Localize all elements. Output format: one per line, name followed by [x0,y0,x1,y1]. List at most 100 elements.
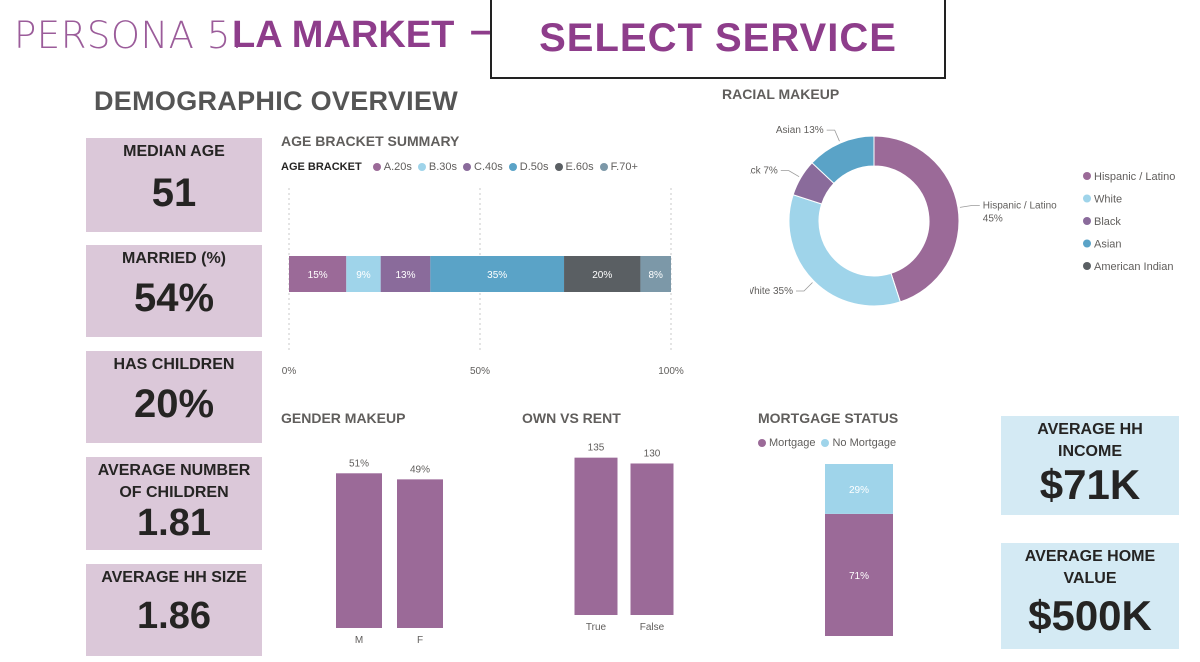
leader-line [826,129,840,142]
leader-line [959,205,980,208]
donut-data-label: Asian 13% [776,125,824,136]
legend-label: E.60s [565,161,594,173]
donut-data-label: Hispanic / Latino [983,201,1057,212]
kpi-value: 20% [133,382,215,426]
age-bar-segment [289,256,347,292]
age-bar-label: 15% [308,270,328,281]
mortgage-chart-title: MORTGAGE STATUS [758,410,899,426]
own-chart-title: OWN VS RENT [522,410,621,426]
legend-label: Mortgage [769,437,816,449]
kpi-label: MEDIAN AGE [123,143,225,160]
racial-makeup-chart: Hispanic / Latino 45% White 35% Black 7% Asi… [750,125,1175,307]
x-tick-label: M [355,635,363,646]
legend-item-d-50s: D.50s [508,161,549,173]
mortgage-status-chart: 71% 29% [825,464,893,636]
kpi-value: $71K [1039,461,1141,508]
x-tick-label: True [586,622,607,633]
donut-slice [788,194,901,307]
legend-dot [417,163,426,172]
kpi-card-married: MARRIED (%) 54% [86,245,262,337]
gender-chart-title: GENDER MAKEUP [281,410,406,426]
kpi-label: AVERAGE NUMBER OF CHILDREN [97,462,251,501]
kpi-value: 51 [151,171,197,215]
legend-dot [463,163,472,172]
kpi-label: HAS CHILDREN [113,356,235,373]
kpi-label: AVERAGE HH INCOME [1037,421,1143,460]
legend-label: C.40s [474,161,503,173]
age-bar-segment [564,256,641,292]
bar-data-label: 130 [644,448,661,459]
mortgage-bar-label: 71% [849,571,869,582]
legend-title: AGE BRACKET [281,161,362,173]
legend-dot [1083,217,1091,225]
legend-dot [1083,172,1091,180]
age-bar-segment [346,256,381,292]
legend-dot [1083,262,1091,270]
kpi-card-median-age: MEDIAN AGE 51 [86,138,262,232]
legend-dot [599,163,608,172]
legend-label: A.20s [383,161,412,173]
kpi-card-avg-hh-size: AVERAGE HH SIZE 1.86 [86,564,262,656]
legend-label: D.50s [519,161,549,173]
legend-label: No Mortgage [832,437,897,449]
title-dash: – [470,10,492,52]
legend-label: Hispanic / Latino [1094,171,1175,183]
donut-slice [873,135,960,303]
mortgage-bar-segment [825,513,893,636]
age-bar-segment [430,256,565,292]
legend-label: B.30s [428,161,458,173]
age-chart-title: AGE BRACKET SUMMARY [281,133,460,149]
legend-label: F.70+ [610,161,638,173]
bar [574,457,618,615]
kpi-value: $500K [1028,592,1152,639]
legend-item-b-30s: B.30s [417,161,458,173]
donut-data-label-pct: 45% [983,214,1003,225]
donut-data-label: Black 7% [750,166,778,177]
legend-dot [508,163,517,172]
mortgage-bar-segment [825,464,893,514]
mortgage-bar-label: 29% [849,485,869,496]
kpi-label: AVERAGE HH SIZE [101,569,247,586]
legend-label: American Indian [1094,261,1174,273]
page-title: DEMOGRAPHIC OVERVIEW [94,86,459,116]
legend-item-no-mortgage: No Mortgage [821,437,896,449]
mortgage-chart-legend: Mortgage No Mortgage [758,437,902,449]
donut-slice [811,135,875,185]
age-bar-label: 13% [396,270,416,281]
kpi-label: MARRIED (%) [122,250,226,267]
select-service-button[interactable]: SELECT SERVICE [490,0,946,79]
age-bracket-chart: 0% 50% 100% 15% 9% 13% 35% 20% 8% [282,188,684,377]
bar [336,473,382,628]
legend-dot [1083,239,1091,248]
race-chart-title: RACIAL MAKEUP [722,86,840,102]
leader-line [795,282,813,292]
legend-dot [758,439,766,448]
kpi-value: 54% [133,276,215,320]
kpi-value: 1.81 [137,502,211,544]
x-tick-label: F [417,635,423,646]
bar-data-label: 51% [349,458,369,469]
bar [630,463,674,615]
legend-item-f-70-: F.70+ [599,161,638,173]
age-chart-legend: AGE BRACKET A.20s B.30s C.40s D.50s E.60s F.7… [281,161,644,173]
leader-line [780,170,800,178]
legend-dot [821,439,830,448]
age-bar-label: 9% [356,270,371,281]
legend-label: Asian [1094,239,1122,251]
legend-item-mortgage: Mortgage [758,437,815,449]
x-tick-label: 100% [658,366,684,377]
legend-item-a-20s: A.20s [372,161,412,173]
age-bar-label: 8% [648,270,663,281]
x-tick-label: 50% [470,366,490,377]
bar-data-label: 49% [410,464,430,475]
legend-item-e-60s: E.60s [554,161,594,173]
gender-makeup-chart: 51% M 49% F [336,458,443,646]
kpi-card-avg-children: AVERAGE NUMBER OF CHILDREN 1.81 [86,457,262,550]
age-bar-label: 35% [487,270,507,281]
age-bar-label: 20% [592,270,612,281]
bar-data-label: 135 [588,443,605,454]
own-vs-rent-chart: 135 True 130 False [574,443,674,633]
kpi-card-avg-income: AVERAGE HH INCOME $71K [1001,416,1179,515]
kpi-value: 1.86 [137,595,211,637]
x-tick-label: False [640,622,665,633]
